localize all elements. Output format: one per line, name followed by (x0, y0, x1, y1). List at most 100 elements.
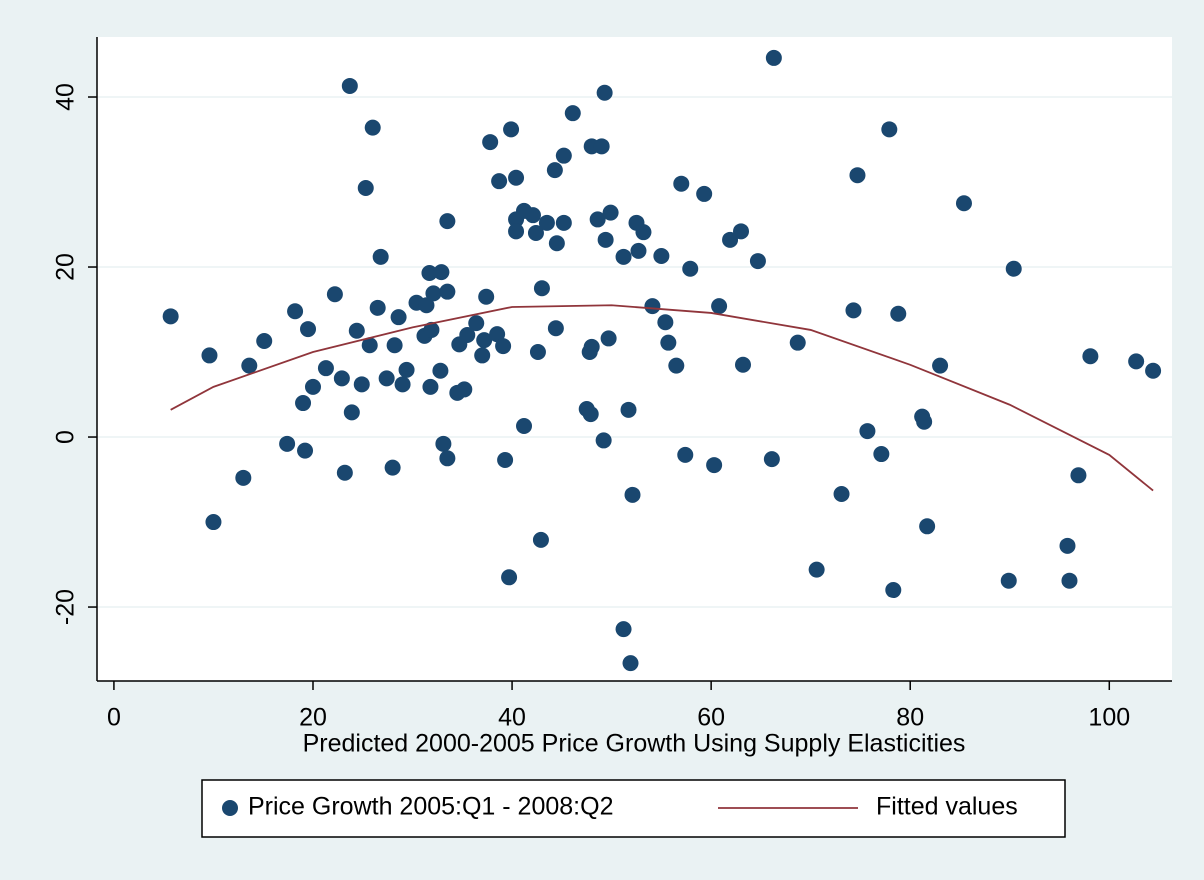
point (696, 185, 713, 202)
point (459, 327, 476, 344)
point (341, 77, 358, 94)
point (673, 175, 690, 192)
point (432, 362, 449, 379)
point (256, 332, 273, 349)
point (423, 321, 440, 338)
point (589, 211, 606, 228)
point (384, 459, 401, 476)
legend-label: Fitted values (876, 793, 1018, 821)
point (789, 334, 806, 351)
point (620, 401, 637, 418)
point (546, 162, 563, 179)
point (489, 326, 506, 343)
y-tick-label: 0 (52, 430, 80, 444)
point (916, 413, 933, 430)
point (482, 134, 499, 151)
point (602, 204, 619, 221)
point (808, 561, 825, 578)
point (622, 655, 639, 672)
point (524, 207, 541, 224)
point (538, 214, 555, 231)
point (644, 298, 661, 315)
y-tick-label: 40 (52, 83, 80, 111)
point (615, 621, 632, 638)
point (287, 303, 304, 320)
point (527, 225, 544, 242)
point (491, 173, 508, 190)
point (295, 395, 312, 412)
point (763, 451, 780, 468)
point (885, 582, 902, 599)
point (398, 361, 415, 378)
point (657, 314, 674, 331)
point (547, 320, 564, 337)
point (890, 305, 907, 322)
point (508, 169, 525, 186)
point (336, 464, 353, 481)
point (357, 179, 374, 196)
point (615, 248, 632, 265)
point (241, 357, 258, 374)
point (516, 417, 533, 434)
point (668, 357, 685, 374)
point (422, 378, 439, 395)
point (369, 299, 386, 316)
point (597, 231, 614, 248)
point (595, 432, 612, 449)
point (582, 406, 599, 423)
point (600, 330, 617, 347)
point (205, 514, 222, 531)
point (343, 404, 360, 421)
point (583, 338, 600, 355)
point (1061, 572, 1078, 589)
point (495, 338, 512, 355)
point (653, 247, 670, 264)
x-tick-label: 80 (896, 704, 924, 732)
point (722, 231, 739, 248)
point (1082, 348, 1099, 365)
point (418, 297, 435, 314)
point (503, 121, 520, 138)
legend-symbol (222, 800, 238, 816)
point (468, 315, 485, 332)
point (765, 49, 782, 66)
point (677, 446, 694, 463)
point (532, 531, 549, 548)
point (439, 213, 456, 230)
point (1059, 537, 1076, 554)
point (955, 195, 972, 212)
point (635, 224, 652, 241)
point (304, 378, 321, 395)
point (845, 302, 862, 319)
point (919, 518, 936, 535)
point (317, 360, 334, 377)
point (555, 147, 572, 164)
point (456, 381, 473, 398)
point (733, 223, 750, 240)
point (1070, 467, 1087, 484)
x-axis-label: Predicted 2000-2005 Price Growth Using S… (303, 730, 966, 758)
point (378, 370, 395, 387)
point (372, 248, 389, 265)
point (706, 457, 723, 474)
point (1005, 260, 1022, 277)
point (596, 84, 613, 101)
point (1128, 353, 1145, 370)
point (533, 280, 550, 297)
point (435, 435, 452, 452)
point (548, 235, 565, 252)
point (593, 138, 610, 155)
point (881, 121, 898, 138)
point (833, 485, 850, 502)
point (201, 347, 218, 364)
point (476, 332, 493, 349)
point (390, 309, 407, 326)
x-tick-label: 40 (498, 704, 526, 732)
x-tick-label: 60 (697, 704, 725, 732)
legend-box (201, 779, 1066, 838)
point (555, 214, 572, 231)
point (394, 376, 411, 393)
point (235, 469, 252, 486)
y-tick-label: -20 (52, 589, 80, 625)
